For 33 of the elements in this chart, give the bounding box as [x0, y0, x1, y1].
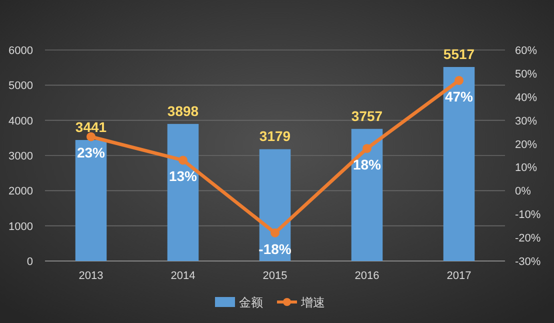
x-tick-label: 2016 — [354, 270, 380, 282]
y-tick-label: 2000 — [8, 186, 33, 198]
x-tick-label: 2017 — [446, 270, 472, 282]
data-label: 3757 — [351, 108, 383, 124]
x-tick-label: 2013 — [78, 270, 104, 282]
y-tick-label: 4000 — [8, 115, 33, 128]
y2-tick-label: 60% — [515, 45, 538, 57]
data-label: 3179 — [259, 128, 291, 144]
y-tick-label: 1000 — [8, 220, 33, 233]
data-label: 3441 — [75, 118, 107, 135]
y-tick-label: 3000 — [8, 150, 33, 162]
y2-tick-label: -10% — [515, 209, 541, 222]
y2-tick-label: 40% — [515, 92, 538, 104]
data-label: 3898 — [167, 102, 199, 119]
y-tick-label: 0 — [26, 256, 33, 268]
y2-tick-label: 10% — [515, 162, 538, 174]
y2-tick-label: 50% — [515, 68, 538, 80]
y2-tick-label: 30% — [515, 115, 538, 128]
y2-tick-label: -30% — [515, 256, 541, 268]
data-label: 5517 — [443, 46, 475, 62]
y-tick-label: 6000 — [8, 45, 33, 57]
x-tick-label: 2015 — [262, 270, 288, 282]
y2-tick-label: -20% — [515, 232, 541, 245]
y2-tick-label: 20% — [515, 138, 538, 151]
data-label: 13% — [168, 168, 198, 184]
x-tick-label: 2014 — [170, 270, 196, 282]
legend-label: 增速 — [300, 296, 325, 310]
y-tick-label: 5000 — [8, 80, 33, 92]
legend-label: 金额 — [239, 296, 263, 310]
data-label: 18% — [352, 156, 382, 172]
data-label: 23% — [76, 144, 106, 161]
y2-tick-label: 0% — [515, 186, 532, 198]
data-label: 47% — [444, 88, 474, 104]
